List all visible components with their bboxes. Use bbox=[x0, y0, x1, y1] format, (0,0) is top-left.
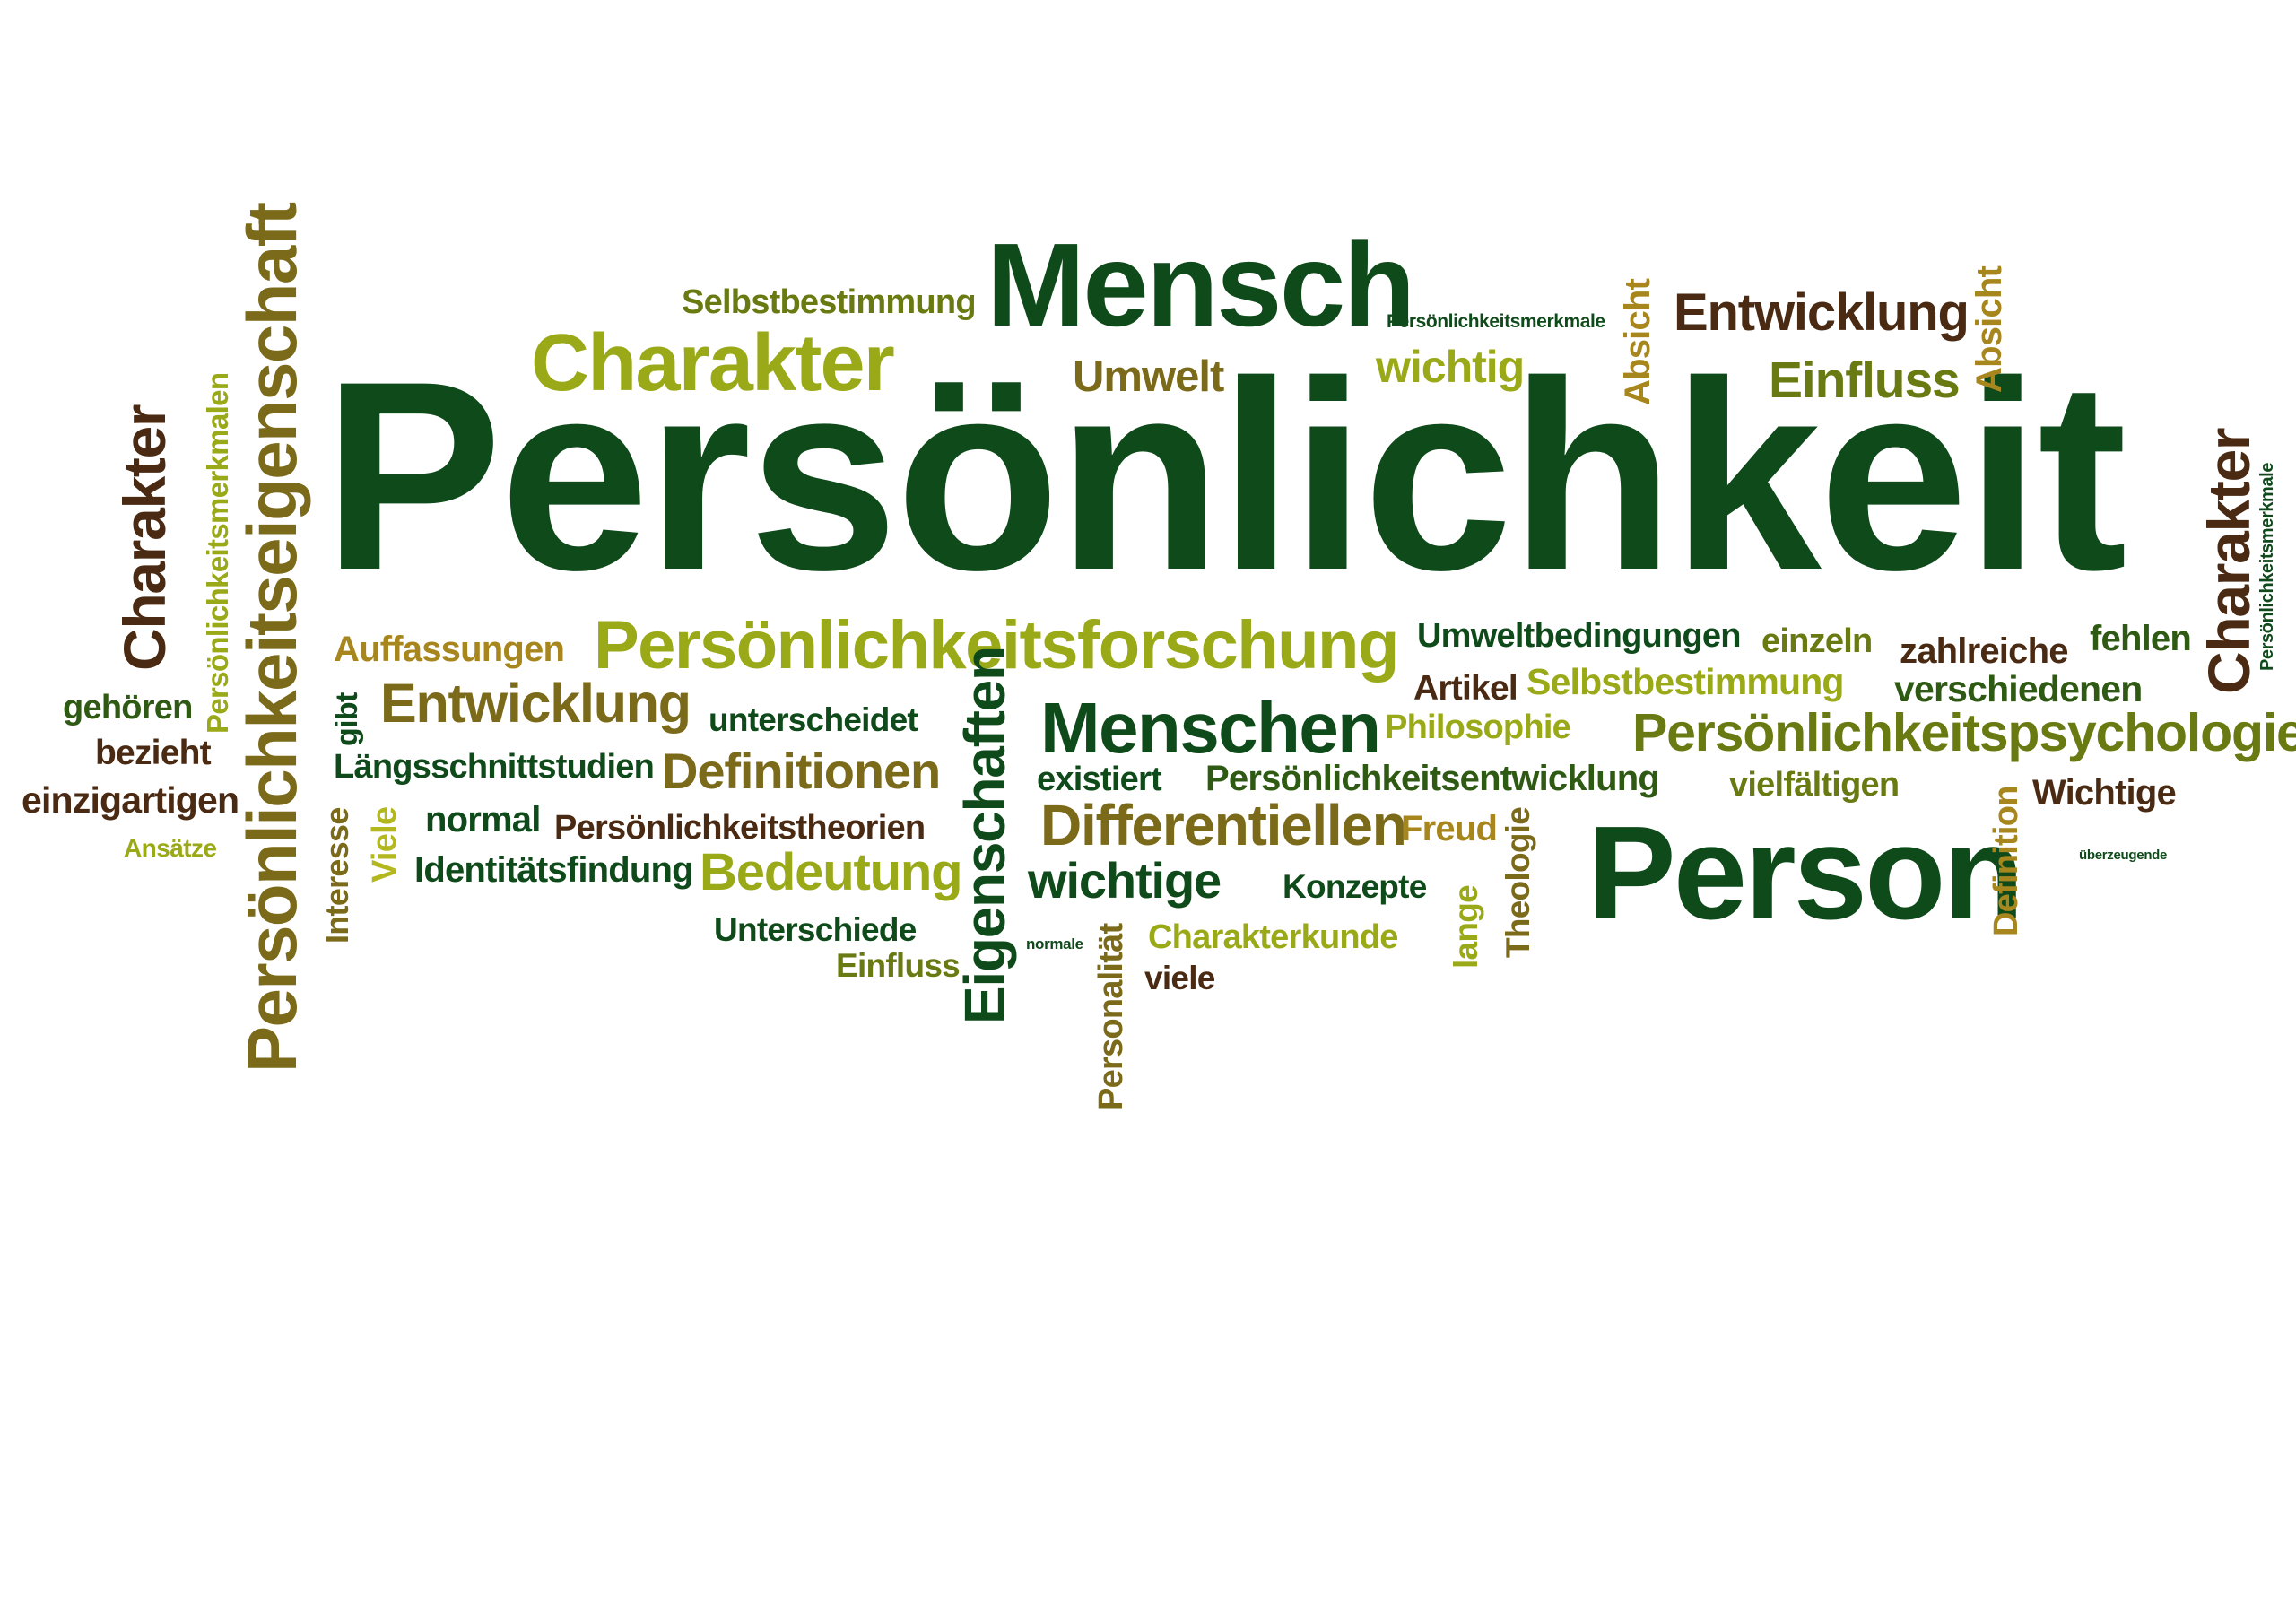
word-definition: Definition bbox=[1987, 786, 2025, 936]
word-gehoeren: gehören bbox=[63, 689, 193, 726]
word-persoenlichkeit: Persönlichkeit bbox=[323, 325, 2127, 626]
word-zahlreiche: zahlreiche bbox=[1900, 631, 2068, 671]
word-persoenlichkeitspsychologie: Persönlichkeitspsychologie bbox=[1632, 703, 2296, 762]
word-lange: lange bbox=[1448, 885, 1484, 969]
word-charakterkunde: Charakterkunde bbox=[1148, 918, 1398, 956]
word-person: Person bbox=[1587, 799, 2024, 947]
word-persoenlichkeitstheorien: Persönlichkeitstheorien bbox=[554, 809, 926, 847]
word-viele: viele bbox=[1144, 960, 1215, 996]
word-persoenlichkeitseigenschaft: Persönlichkeitseigenschaft bbox=[232, 203, 311, 1073]
word-charakter-right: Charakter bbox=[2196, 428, 2262, 694]
word-normale: normale bbox=[1026, 935, 1083, 952]
word-verschiedenen: verschiedenen bbox=[1894, 668, 2143, 709]
word-einzeln: einzeln bbox=[1761, 622, 1873, 660]
word-selbstbestimmung-mid: Selbstbestimmung bbox=[1526, 661, 1844, 702]
word-existiert: existiert bbox=[1037, 761, 1162, 798]
word-differentiellen: Differentiellen bbox=[1040, 793, 1407, 857]
word-theologie: Theologie bbox=[1500, 806, 1536, 958]
word-normal: normal bbox=[425, 800, 541, 839]
word-konzepte: Konzepte bbox=[1283, 868, 1427, 905]
word-ansaetze: Ansätze bbox=[124, 834, 217, 862]
word-wichtige: wichtige bbox=[1028, 852, 1222, 909]
word-einzigartigen: einzigartigen bbox=[22, 779, 239, 821]
word-unterschiede: Unterschiede bbox=[714, 911, 917, 948]
word-eigenschaften: Eigenschaften bbox=[952, 647, 1017, 1024]
word-gibt: gibt bbox=[330, 692, 364, 746]
word-viele-rot: Viele bbox=[366, 806, 404, 883]
word-personalitaet: Personalität bbox=[1092, 923, 1130, 1110]
word-definitionen: Definitionen bbox=[662, 743, 941, 799]
word-einfluss-top: Einfluss bbox=[1769, 352, 1961, 409]
word-freud: Freud bbox=[1401, 809, 1498, 848]
word-persoenlichkeitsmerkmalen: Persönlichkeitsmerkmalen bbox=[201, 372, 234, 734]
word-persoenlichkeitsmerkmale-right: Persönlichkeitsmerkmale bbox=[2257, 462, 2277, 671]
word-persoenlichkeitsentwicklung: Persönlichkeitsentwicklung bbox=[1205, 759, 1660, 798]
word-entwicklung-top: Entwicklung bbox=[1674, 283, 1970, 342]
word-selbstbestimmung-top: Selbstbestimmung bbox=[682, 283, 977, 321]
word-philosophie: Philosophie bbox=[1385, 709, 1571, 746]
word-interesse: Interesse bbox=[318, 807, 355, 944]
word-charakter-top: Charakter bbox=[531, 318, 895, 408]
word-fehlen: fehlen bbox=[2090, 619, 2192, 658]
word-wichtig: wichtig bbox=[1376, 342, 1525, 392]
word-umwelt: Umwelt bbox=[1073, 352, 1224, 401]
word-absicht-1: Absicht bbox=[1618, 278, 1657, 405]
word-einfluss-bottom: Einfluss bbox=[836, 947, 961, 984]
word-wichtige-right: Wichtige bbox=[2032, 773, 2177, 813]
word-bedeutung: Bedeutung bbox=[700, 843, 963, 901]
word-unterscheidet: unterscheidet bbox=[709, 701, 918, 738]
word-identitaetsfindung: Identitätsfindung bbox=[414, 850, 694, 890]
word-menschen: Menschen bbox=[1040, 688, 1381, 768]
word-ueberzeugende: überzeugende bbox=[2079, 848, 2168, 863]
word-absicht-2: Absicht bbox=[1970, 265, 2009, 393]
word-persoenlichkeitsmerkmale-top: Persönlichkeitsmerkmale bbox=[1387, 311, 1605, 332]
word-persoenlichkeitsforschung: Persönlichkeitsforschung bbox=[594, 607, 1399, 683]
word-umweltbedingungen: Umweltbedingungen bbox=[1417, 617, 1741, 655]
word-entwicklung-left: Entwicklung bbox=[380, 673, 691, 734]
word-vielfaeltigen: vielfältigen bbox=[1729, 766, 1900, 804]
word-charakter-left: Charakter bbox=[111, 404, 178, 671]
word-bezieht: bezieht bbox=[95, 734, 212, 772]
word-artikel: Artikel bbox=[1413, 669, 1518, 708]
word-mensch: Mensch bbox=[987, 219, 1415, 351]
word-auffassungen: Auffassungen bbox=[334, 630, 565, 669]
word-laengsschnittstudien: Längsschnittstudien bbox=[334, 748, 655, 786]
